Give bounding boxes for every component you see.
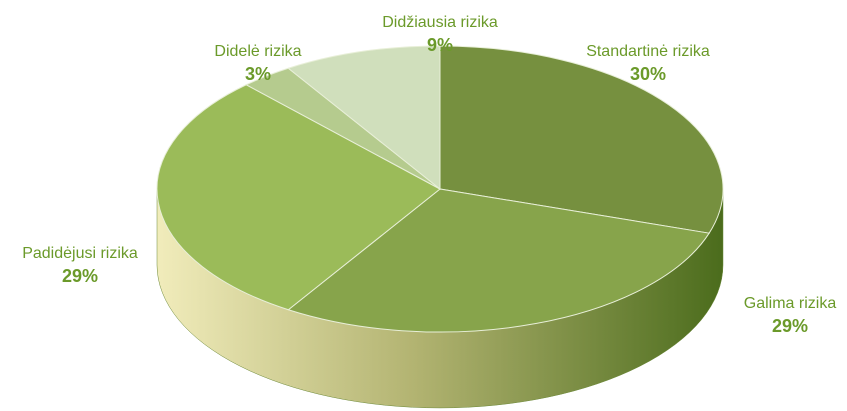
value-label: 3% [245, 64, 271, 84]
pie-slice [439, 45, 724, 234]
value-label: 29% [772, 316, 808, 336]
value-label: 9% [427, 35, 453, 55]
pie-slice [156, 84, 441, 311]
slice-label: Standartinė rizika [586, 43, 710, 60]
pie-slice [287, 188, 710, 333]
slice-label: Didelė rizika [214, 43, 301, 60]
slice-label: Galima rizika [744, 295, 837, 312]
slice-label: Didžiausia rizika [382, 14, 498, 31]
value-label: 30% [630, 64, 666, 84]
slice-label: Padidėjusi rizika [22, 245, 138, 262]
value-label: 29% [62, 266, 98, 286]
pie-slice [287, 45, 441, 191]
